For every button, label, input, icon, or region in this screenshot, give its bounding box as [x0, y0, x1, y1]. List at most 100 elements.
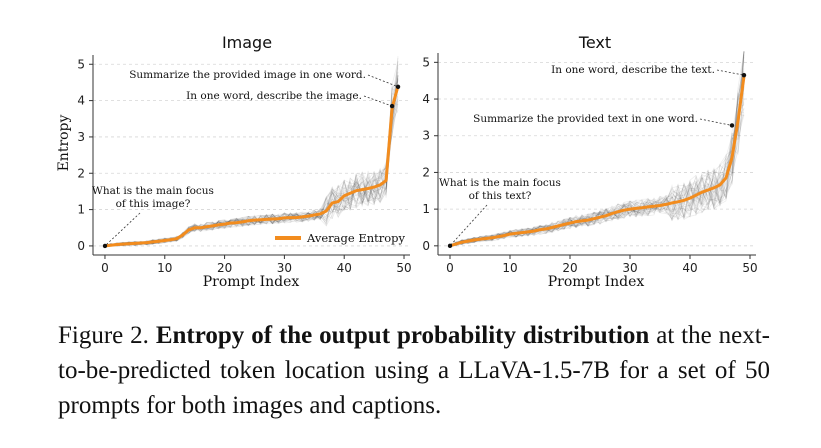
average-entropy-point [331, 202, 334, 204]
chart-title-text: Text [578, 33, 611, 52]
average-entropy-point [485, 237, 487, 240]
average-entropy-point [247, 219, 250, 222]
sample-trace [449, 108, 745, 247]
annotation-leader [699, 118, 733, 126]
y-tick-label-0: 0 [77, 239, 85, 253]
average-entropy-point [223, 223, 226, 226]
y-tick-label-2: 2 [422, 165, 430, 179]
average-entropy-point [325, 210, 328, 212]
average-entropy-point [169, 238, 172, 241]
axes-text [437, 53, 756, 256]
x-tick-label-20: 20 [217, 261, 232, 275]
annotation-text: In one word, describe the text. [551, 64, 715, 76]
annotation-text: What is the main focus [92, 185, 214, 197]
average-entropy-point [163, 239, 166, 242]
y-tick-label-3: 3 [77, 130, 85, 144]
sample-trace [105, 76, 399, 247]
annotation-leader [363, 95, 393, 107]
average-entropy-point [593, 217, 595, 220]
x-tick-label-50: 50 [742, 261, 757, 275]
average-entropy-point [319, 213, 322, 215]
average-entropy-point [683, 199, 685, 202]
chart-title-image: Image [222, 33, 272, 52]
average-entropy-line [104, 85, 400, 248]
average-entropy-point [265, 218, 268, 221]
y-tick-label-5: 5 [422, 55, 430, 69]
average-entropy-point [277, 217, 280, 220]
annotation-text: Summarize the provided image in one word… [129, 69, 366, 81]
chart-image: Image 0 10 20 30 40 50 0 1 2 3 4 5 Summarize the pr… [56, 33, 412, 290]
legend: Average Entropy [275, 231, 406, 245]
average-entropy-point [199, 226, 202, 229]
average-entropy-point [557, 225, 559, 227]
average-entropy-point [307, 215, 310, 218]
average-entropy-point [503, 234, 505, 237]
average-entropy-point [175, 237, 178, 240]
annotation-point [447, 243, 453, 249]
sample-trace [449, 114, 745, 247]
sample-traces-image [104, 56, 399, 247]
average-entropy-point [605, 214, 607, 217]
caption-rest: at the next-to-be-predicted token locati… [58, 322, 770, 419]
average-entropy-point [110, 244, 112, 247]
sample-trace [449, 93, 745, 247]
x-tick-label-30: 30 [277, 261, 292, 275]
annotation-text: What is the main focus [439, 177, 561, 189]
y-tick-label-2: 2 [77, 166, 85, 180]
sample-trace [449, 51, 745, 247]
average-entropy-point [181, 234, 184, 236]
x-tick-label-30: 30 [622, 261, 637, 275]
caption-bold: Entropy of the output probability distri… [155, 322, 650, 349]
annotations-image: Summarize the provided image in one word… [92, 69, 401, 249]
average-entropy-point [617, 210, 619, 213]
average-entropy-point [116, 243, 118, 246]
annotation-text: Summarize the provided text in one word. [473, 113, 698, 125]
annotation-point [102, 243, 108, 249]
annotation-leader [104, 212, 141, 247]
sample-trace [104, 75, 399, 247]
annotation-text: of this text? [469, 190, 532, 202]
average-entropy-point [551, 226, 553, 229]
y-tick-label-1: 1 [77, 203, 85, 217]
x-tick-label-40: 40 [682, 261, 697, 275]
annotation-leader [716, 69, 745, 76]
average-entropy-point [157, 240, 160, 243]
series-text [449, 75, 746, 248]
average-entropy-point [563, 223, 565, 226]
axes-image [92, 55, 410, 256]
sample-trace [104, 103, 399, 247]
average-entropy-point [151, 241, 154, 243]
average-entropy-point [373, 186, 375, 189]
average-entropy-point [527, 231, 529, 233]
average-entropy-point [689, 197, 691, 200]
average-entropy-point [479, 238, 481, 241]
average-entropy-point [635, 207, 637, 210]
x-axis-label-image: Prompt Index [203, 274, 300, 290]
grid-image [93, 63, 410, 247]
average-entropy-point [217, 223, 220, 226]
x-tick-label-40: 40 [337, 261, 352, 275]
average-entropy-point [289, 216, 292, 219]
sample-trace [105, 81, 399, 247]
average-entropy-point [229, 222, 232, 224]
average-entropy-point [731, 156, 733, 159]
x-tick-label-10: 10 [157, 261, 172, 275]
average-entropy-point [545, 228, 547, 230]
sample-trace [449, 51, 745, 247]
sample-trace [105, 61, 399, 247]
average-entropy-point [707, 189, 709, 191]
average-entropy-point [259, 218, 262, 221]
x-tick-label-0: 0 [446, 261, 454, 275]
average-entropy-point [343, 194, 346, 197]
y-axis-label-image: Entropy [56, 114, 72, 171]
average-entropy-point [515, 232, 517, 235]
average-entropy-point [271, 218, 274, 220]
average-entropy-point [313, 214, 316, 216]
sample-trace [449, 86, 745, 247]
average-entropy-point [587, 219, 589, 222]
average-entropy-point [145, 241, 148, 244]
chart-text: Text 0 10 20 30 40 50 0 1 2 3 4 5 In one word, desc… [422, 33, 757, 290]
average-entropy-point [385, 179, 387, 182]
average-entropy-point [539, 228, 541, 231]
x-tick-label-0: 0 [101, 261, 109, 275]
